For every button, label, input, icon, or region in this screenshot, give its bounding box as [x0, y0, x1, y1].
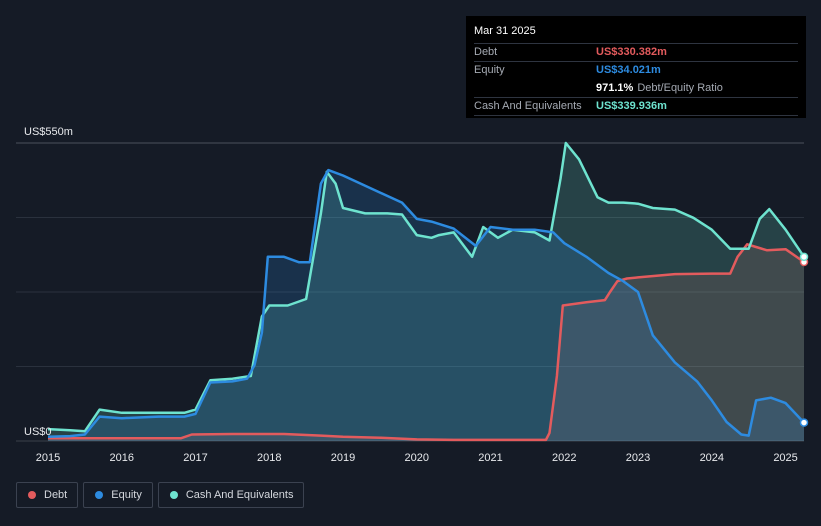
- line-equity: [47, 168, 805, 438]
- end-markers: [799, 252, 809, 427]
- x-tick-label: 2022: [552, 452, 576, 464]
- chart-legend: Debt Equity Cash And Equivalents: [16, 482, 305, 508]
- area-fills: [48, 143, 804, 441]
- legend-item-cash[interactable]: Cash And Equivalents: [157, 482, 305, 508]
- tooltip-value-debt: US$330.382m: [596, 46, 667, 58]
- axis-labels: US$550m US$0 2015 2016 2017 2018 2019 2020 2021 2…: [24, 126, 798, 464]
- x-tick-label: 2023: [626, 452, 650, 464]
- tooltip-panel: Mar 31 2025 Debt US$330.382m Equity US$3…: [466, 16, 806, 118]
- tooltip-value-equity: US$34.021m: [596, 64, 661, 76]
- line-cash-and-equivalents: [47, 141, 806, 433]
- legend-label-equity: Equity: [111, 489, 142, 501]
- tooltip-label-equity: Equity: [474, 64, 505, 76]
- tooltip-row-debt: Debt US$330.382m: [474, 43, 798, 61]
- area-cash-and-equivalents: [48, 143, 804, 441]
- x-tick-label: 2021: [478, 452, 502, 464]
- legend-label-debt: Debt: [44, 489, 68, 501]
- tooltip-value-ratio: 971.1%: [596, 82, 634, 94]
- x-tick-label: 2020: [405, 452, 429, 464]
- tooltip-label-cash: Cash And Equivalents: [474, 100, 582, 112]
- line-debt: [48, 243, 805, 442]
- tooltip-label-ratio: [474, 80, 596, 97]
- legend-item-debt[interactable]: Debt: [16, 482, 79, 508]
- tooltip-row-equity: Equity US$34.021m: [474, 61, 798, 79]
- x-tick-label: 2019: [331, 452, 355, 464]
- x-tick-label: 2016: [110, 452, 134, 464]
- x-tick-label: 2024: [700, 452, 724, 464]
- tooltip-label-debt: Debt: [474, 46, 498, 58]
- end-marker-cash-and-equivalents: [799, 252, 809, 262]
- end-marker-equity: [799, 418, 809, 427]
- legend-dot-equity: [95, 491, 104, 499]
- tooltip-row-cash: Cash And Equivalents US$339.936m: [474, 97, 798, 116]
- series-lines: [47, 141, 806, 442]
- y-tick-label-max: US$550m: [24, 126, 73, 138]
- x-tick-label: 2025: [773, 452, 797, 464]
- chart-plot: US$550m US$0 2015 2016 2017 2018 2019 2020 2021 2…: [16, 126, 809, 464]
- x-tick-label: 2017: [183, 452, 207, 464]
- tooltip-row-ratio: 971.1% Debt/Equity Ratio: [474, 79, 798, 97]
- legend-label-cash: Cash And Equivalents: [185, 489, 294, 501]
- legend-item-equity[interactable]: Equity: [83, 482, 153, 508]
- legend-dot-cash: [169, 491, 178, 499]
- area-equity: [48, 170, 804, 441]
- tooltip-value-cash: US$339.936m: [596, 100, 667, 112]
- x-tick-label: 2015: [36, 452, 60, 464]
- area-debt: [48, 244, 804, 441]
- tooltip-date: Mar 31 2025: [474, 25, 536, 37]
- grid-lines: [16, 142, 804, 442]
- tooltip-ratio-suffix: Debt/Equity Ratio: [637, 82, 723, 94]
- x-tick-label: 2018: [257, 452, 281, 464]
- legend-dot-debt: [28, 491, 36, 499]
- y-tick-label-min: US$0: [24, 426, 52, 438]
